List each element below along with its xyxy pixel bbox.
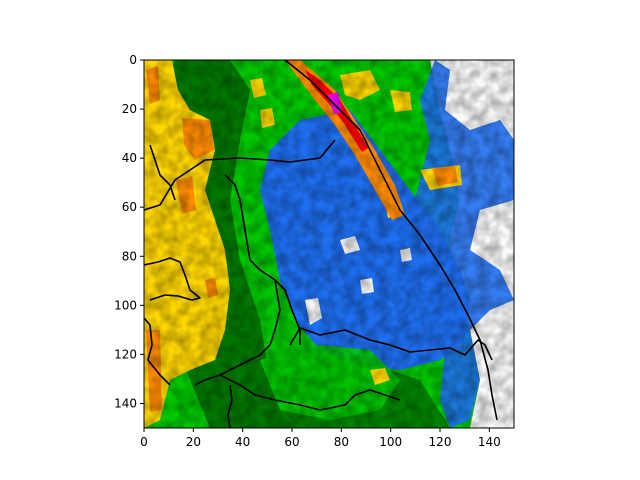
county-border-4 <box>144 317 171 386</box>
heatmap-texture <box>144 60 514 428</box>
y-tick-label: 140 <box>114 396 137 410</box>
y-tick-label: 40 <box>122 151 137 165</box>
y-tick-label: 80 <box>122 249 137 263</box>
x-tick-label: 100 <box>379 435 402 449</box>
county-border-5 <box>289 327 493 361</box>
x-tick-label: 60 <box>284 435 299 449</box>
county-border-7 <box>274 279 301 345</box>
state-border-diagonal <box>284 60 498 421</box>
y-tick-label: 60 <box>122 200 137 214</box>
heatmap-image <box>144 60 514 428</box>
county-border-6 <box>219 374 401 411</box>
county-border-1 <box>149 144 176 201</box>
y-tick-label: 20 <box>122 102 137 116</box>
x-tick-label: 20 <box>186 435 201 449</box>
x-axis: 0 20 40 60 80 100 120 140 <box>140 428 501 449</box>
x-tick-label: 80 <box>334 435 349 449</box>
x-tick-label: 40 <box>235 435 250 449</box>
y-axis: 0 20 40 60 80 100 120 140 <box>114 53 144 410</box>
x-tick-label: 120 <box>429 435 452 449</box>
y-tick-label: 0 <box>129 53 137 67</box>
y-tick-label: 120 <box>114 347 137 361</box>
county-border-2 <box>194 174 281 386</box>
x-tick-label: 140 <box>478 435 501 449</box>
state-border-horizontal <box>144 139 336 211</box>
y-tick-label: 100 <box>114 298 137 312</box>
county-border-3 <box>144 257 201 301</box>
boundary-lines <box>144 60 498 428</box>
county-border-8 <box>227 384 233 428</box>
plot-frame <box>143 59 515 429</box>
x-tick-label: 0 <box>140 435 148 449</box>
